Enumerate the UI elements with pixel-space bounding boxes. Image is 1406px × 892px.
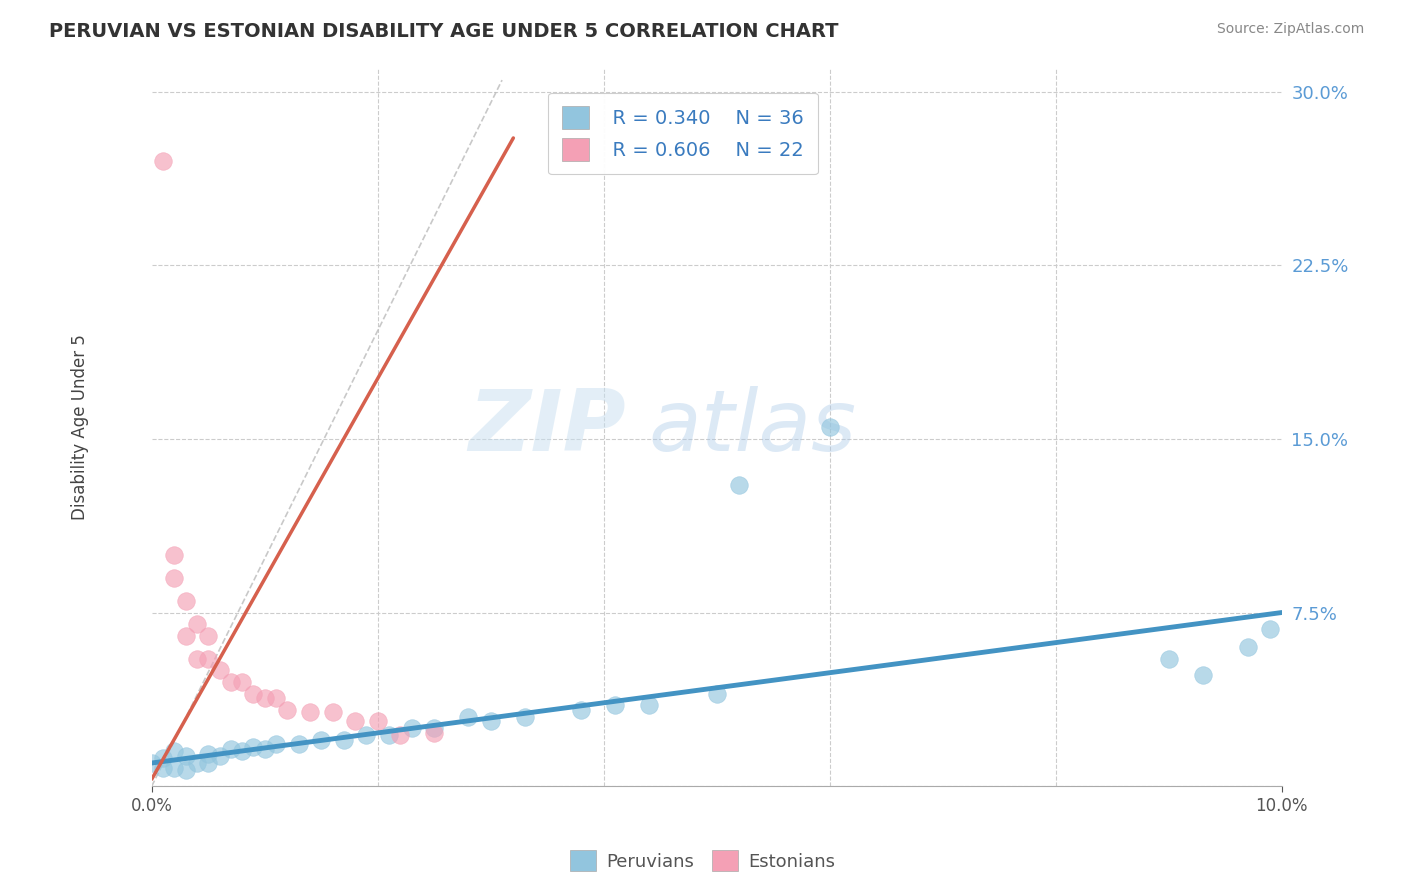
Point: [401, 721, 423, 735]
Point: [197, 629, 219, 643]
Point: [423, 721, 446, 735]
Point: [152, 761, 174, 775]
Point: [298, 705, 321, 719]
Point: [219, 742, 242, 756]
Point: [264, 691, 287, 706]
Legend: Peruvians, Estonians: Peruvians, Estonians: [564, 843, 842, 879]
Point: [344, 714, 367, 729]
Point: [1157, 652, 1180, 666]
Point: [423, 726, 446, 740]
Point: [152, 751, 174, 765]
Point: [569, 703, 592, 717]
Point: [603, 698, 626, 712]
Point: [513, 709, 536, 723]
Point: [197, 652, 219, 666]
Y-axis label: Disability Age Under 5: Disability Age Under 5: [72, 334, 89, 520]
Text: Source: ZipAtlas.com: Source: ZipAtlas.com: [1216, 22, 1364, 37]
Point: [367, 714, 389, 729]
Point: [186, 652, 208, 666]
Point: [208, 664, 231, 678]
Point: [163, 761, 186, 775]
Legend:   R = 0.340    N = 36,   R = 0.606    N = 22: R = 0.340 N = 36, R = 0.606 N = 22: [548, 93, 818, 175]
Point: [356, 728, 378, 742]
Point: [208, 749, 231, 764]
Point: [174, 763, 197, 777]
Text: atlas: atlas: [650, 386, 856, 469]
Point: [242, 687, 264, 701]
Point: [231, 675, 253, 690]
Point: [378, 728, 401, 742]
Point: [1260, 622, 1282, 636]
Point: [197, 747, 219, 761]
Point: [276, 703, 298, 717]
Point: [152, 154, 174, 169]
Point: [231, 744, 253, 758]
Text: ZIP: ZIP: [468, 386, 626, 469]
Point: [174, 594, 197, 608]
Point: [818, 420, 841, 434]
Point: [706, 687, 728, 701]
Point: [728, 478, 751, 492]
Point: [141, 756, 163, 770]
Point: [197, 756, 219, 770]
Point: [253, 742, 276, 756]
Point: [253, 691, 276, 706]
Point: [163, 548, 186, 562]
Point: [163, 571, 186, 585]
Point: [186, 617, 208, 632]
Text: PERUVIAN VS ESTONIAN DISABILITY AGE UNDER 5 CORRELATION CHART: PERUVIAN VS ESTONIAN DISABILITY AGE UNDE…: [49, 22, 839, 41]
Point: [457, 709, 479, 723]
Point: [1236, 640, 1258, 655]
Point: [322, 705, 344, 719]
Point: [219, 675, 242, 690]
Point: [287, 738, 309, 752]
Point: [174, 629, 197, 643]
Point: [163, 744, 186, 758]
Point: [264, 738, 287, 752]
Point: [479, 714, 502, 729]
Point: [186, 756, 208, 770]
Point: [1191, 668, 1213, 682]
Point: [638, 698, 661, 712]
Point: [242, 739, 264, 754]
Point: [389, 728, 412, 742]
Point: [174, 749, 197, 764]
Point: [309, 732, 332, 747]
Point: [333, 732, 356, 747]
